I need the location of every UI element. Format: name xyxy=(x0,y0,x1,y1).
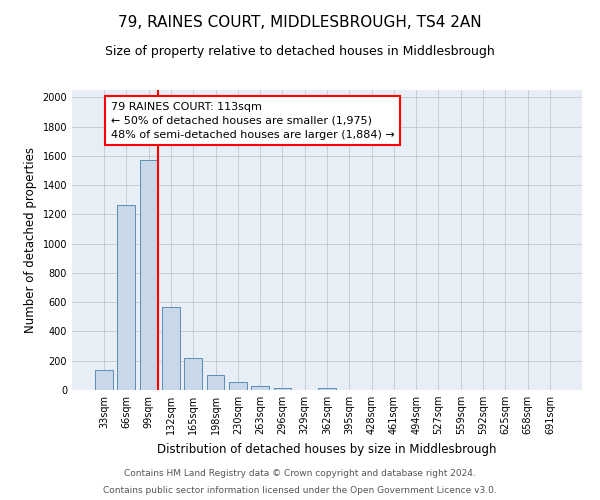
Bar xyxy=(229,382,247,390)
Text: 79, RAINES COURT, MIDDLESBROUGH, TS4 2AN: 79, RAINES COURT, MIDDLESBROUGH, TS4 2AN xyxy=(118,15,482,30)
Text: Contains public sector information licensed under the Open Government Licence v3: Contains public sector information licen… xyxy=(103,486,497,495)
Bar xyxy=(184,358,202,390)
X-axis label: Distribution of detached houses by size in Middlesbrough: Distribution of detached houses by size … xyxy=(157,442,497,456)
Bar xyxy=(162,306,180,390)
Bar xyxy=(95,370,113,390)
Bar xyxy=(318,388,336,390)
Y-axis label: Number of detached properties: Number of detached properties xyxy=(24,147,37,333)
Bar xyxy=(251,386,269,390)
Text: Size of property relative to detached houses in Middlesbrough: Size of property relative to detached ho… xyxy=(105,45,495,58)
Bar xyxy=(206,376,224,390)
Text: Contains HM Land Registry data © Crown copyright and database right 2024.: Contains HM Land Registry data © Crown c… xyxy=(124,468,476,477)
Bar xyxy=(118,205,136,390)
Bar xyxy=(140,160,158,390)
Text: 79 RAINES COURT: 113sqm
← 50% of detached houses are smaller (1,975)
48% of semi: 79 RAINES COURT: 113sqm ← 50% of detache… xyxy=(111,102,395,140)
Bar xyxy=(274,388,292,390)
